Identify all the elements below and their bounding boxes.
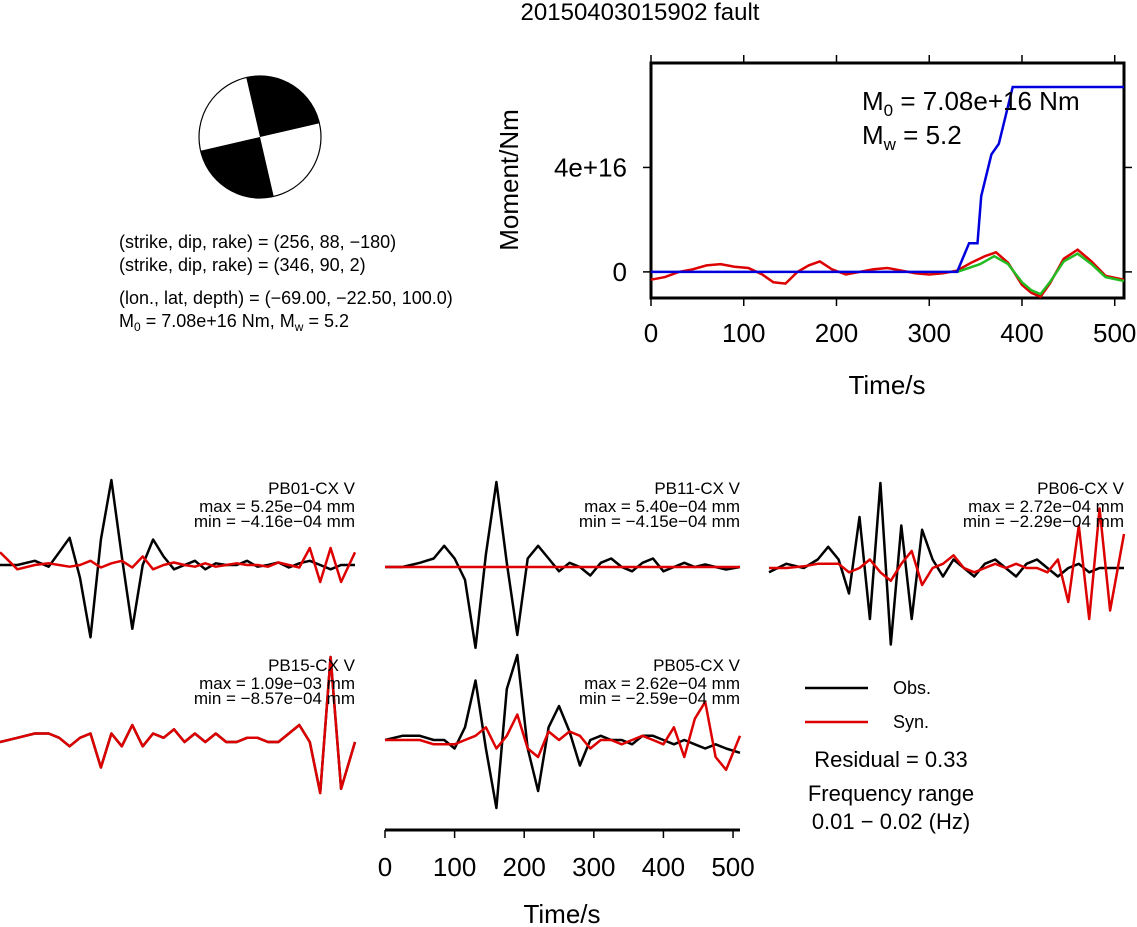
station-max-3: max = 1.09e−03 mm: [199, 674, 355, 693]
station-min-0: min = −4.16e−04 mm: [194, 512, 355, 531]
moment-xtick-label-2: 200: [815, 318, 858, 348]
frequency-value: 0.01 − 0.02 (Hz): [812, 809, 970, 834]
station-max-1: max = 5.40e−04 mm: [584, 497, 740, 516]
waveform-syn-3: [0, 655, 357, 795]
moment-xlabel: Time/s: [848, 370, 925, 400]
mechanism-moment: M0 = 7.08e+16 Nm, Mw = 5.2: [119, 311, 349, 334]
beachball-quadrant-ne: [246, 76, 320, 137]
station-name-2: PB06-CX V: [1037, 479, 1125, 498]
waveform-obs-2: [768, 481, 1124, 646]
waveform-xlabel: Time/s: [523, 899, 600, 927]
moment-chart-frame: [649, 61, 1126, 300]
station-name-4: PB05-CX V: [653, 656, 741, 675]
moment-xtick-label-5: 500: [1093, 318, 1136, 348]
moment-xtick-label-1: 100: [722, 318, 765, 348]
station-min-1: min = −4.15e−04 mm: [579, 512, 740, 531]
moment-annotation-mw: Mw = 5.2: [862, 120, 962, 154]
waveform-xtick-label-1: 100: [433, 852, 476, 882]
moment-series-line-0: [651, 85, 1124, 274]
mechanism-plane2: (strike, dip, rake) = (346, 90, 2): [119, 255, 366, 275]
waveform-xtick-label-2: 200: [503, 852, 546, 882]
station-name-0: PB01-CX V: [268, 479, 356, 498]
frequency-label: Frequency range: [808, 781, 974, 806]
station-min-2: min = −2.29e−04 mm: [963, 512, 1124, 531]
waveform-time-axis: Time/s 0 100 200 300 400 500: [378, 828, 755, 927]
moment-axis-ticks: 0 100 200 300 400 500 0 4e+16: [554, 55, 1136, 348]
figure-title: 20150403015902 fault: [521, 0, 760, 26]
moment-xtick-label-3: 300: [908, 318, 951, 348]
station-max-4: max = 2.62e−04 mm: [584, 674, 740, 693]
moment-xtick-label-0: 0: [644, 318, 658, 348]
moment-ytick-label-1: 4e+16: [554, 152, 627, 182]
legend-syn-label: Syn.: [893, 712, 929, 732]
legend: Obs. Syn.: [805, 678, 931, 732]
waveform-xtick-label-3: 300: [572, 852, 615, 882]
station-name-1: PB11-CX V: [654, 479, 740, 498]
station-max-0: max = 5.25e−04 mm: [199, 497, 355, 516]
mechanism-plane1: (strike, dip, rake) = (256, 88, −180): [119, 232, 396, 252]
moment-annotation-m0: M0 = 7.08e+16 Nm: [862, 86, 1080, 120]
moment-xtick-label-4: 400: [1000, 318, 1043, 348]
mechanism-location: (lon., lat, depth) = (−69.00, −22.50, 10…: [119, 288, 453, 308]
waveform-syn-0: [0, 546, 357, 584]
waveform-syn-2: [769, 507, 1126, 621]
waveform-syn-4: [385, 700, 742, 772]
station-min-4: min = −2.59e−04 mm: [579, 689, 740, 708]
station-max-2: max = 2.72e−04 mm: [968, 497, 1124, 516]
waveform-xtick-label-0: 0: [378, 852, 392, 882]
moment-ytick-label-0: 0: [613, 257, 627, 287]
moment-series: [650, 85, 1125, 299]
waveform-xtick-label-4: 400: [642, 852, 685, 882]
beachball-quadrant-sw: [200, 137, 274, 198]
legend-obs-label: Obs.: [893, 678, 931, 698]
moment-series-line-1: [956, 252, 1125, 296]
waveform-xtick-label-5: 500: [711, 852, 754, 882]
waveform-obs-1: [385, 480, 741, 650]
beachball: [198, 75, 322, 199]
moment-series-line-2: [650, 248, 1125, 299]
residual-text: Residual = 0.33: [814, 747, 968, 772]
station-name-3: PB15-CX V: [268, 656, 356, 675]
station-min-3: min = −8.57e−04 mm: [194, 689, 355, 708]
moment-ylabel: Moment/Nm: [494, 109, 524, 251]
